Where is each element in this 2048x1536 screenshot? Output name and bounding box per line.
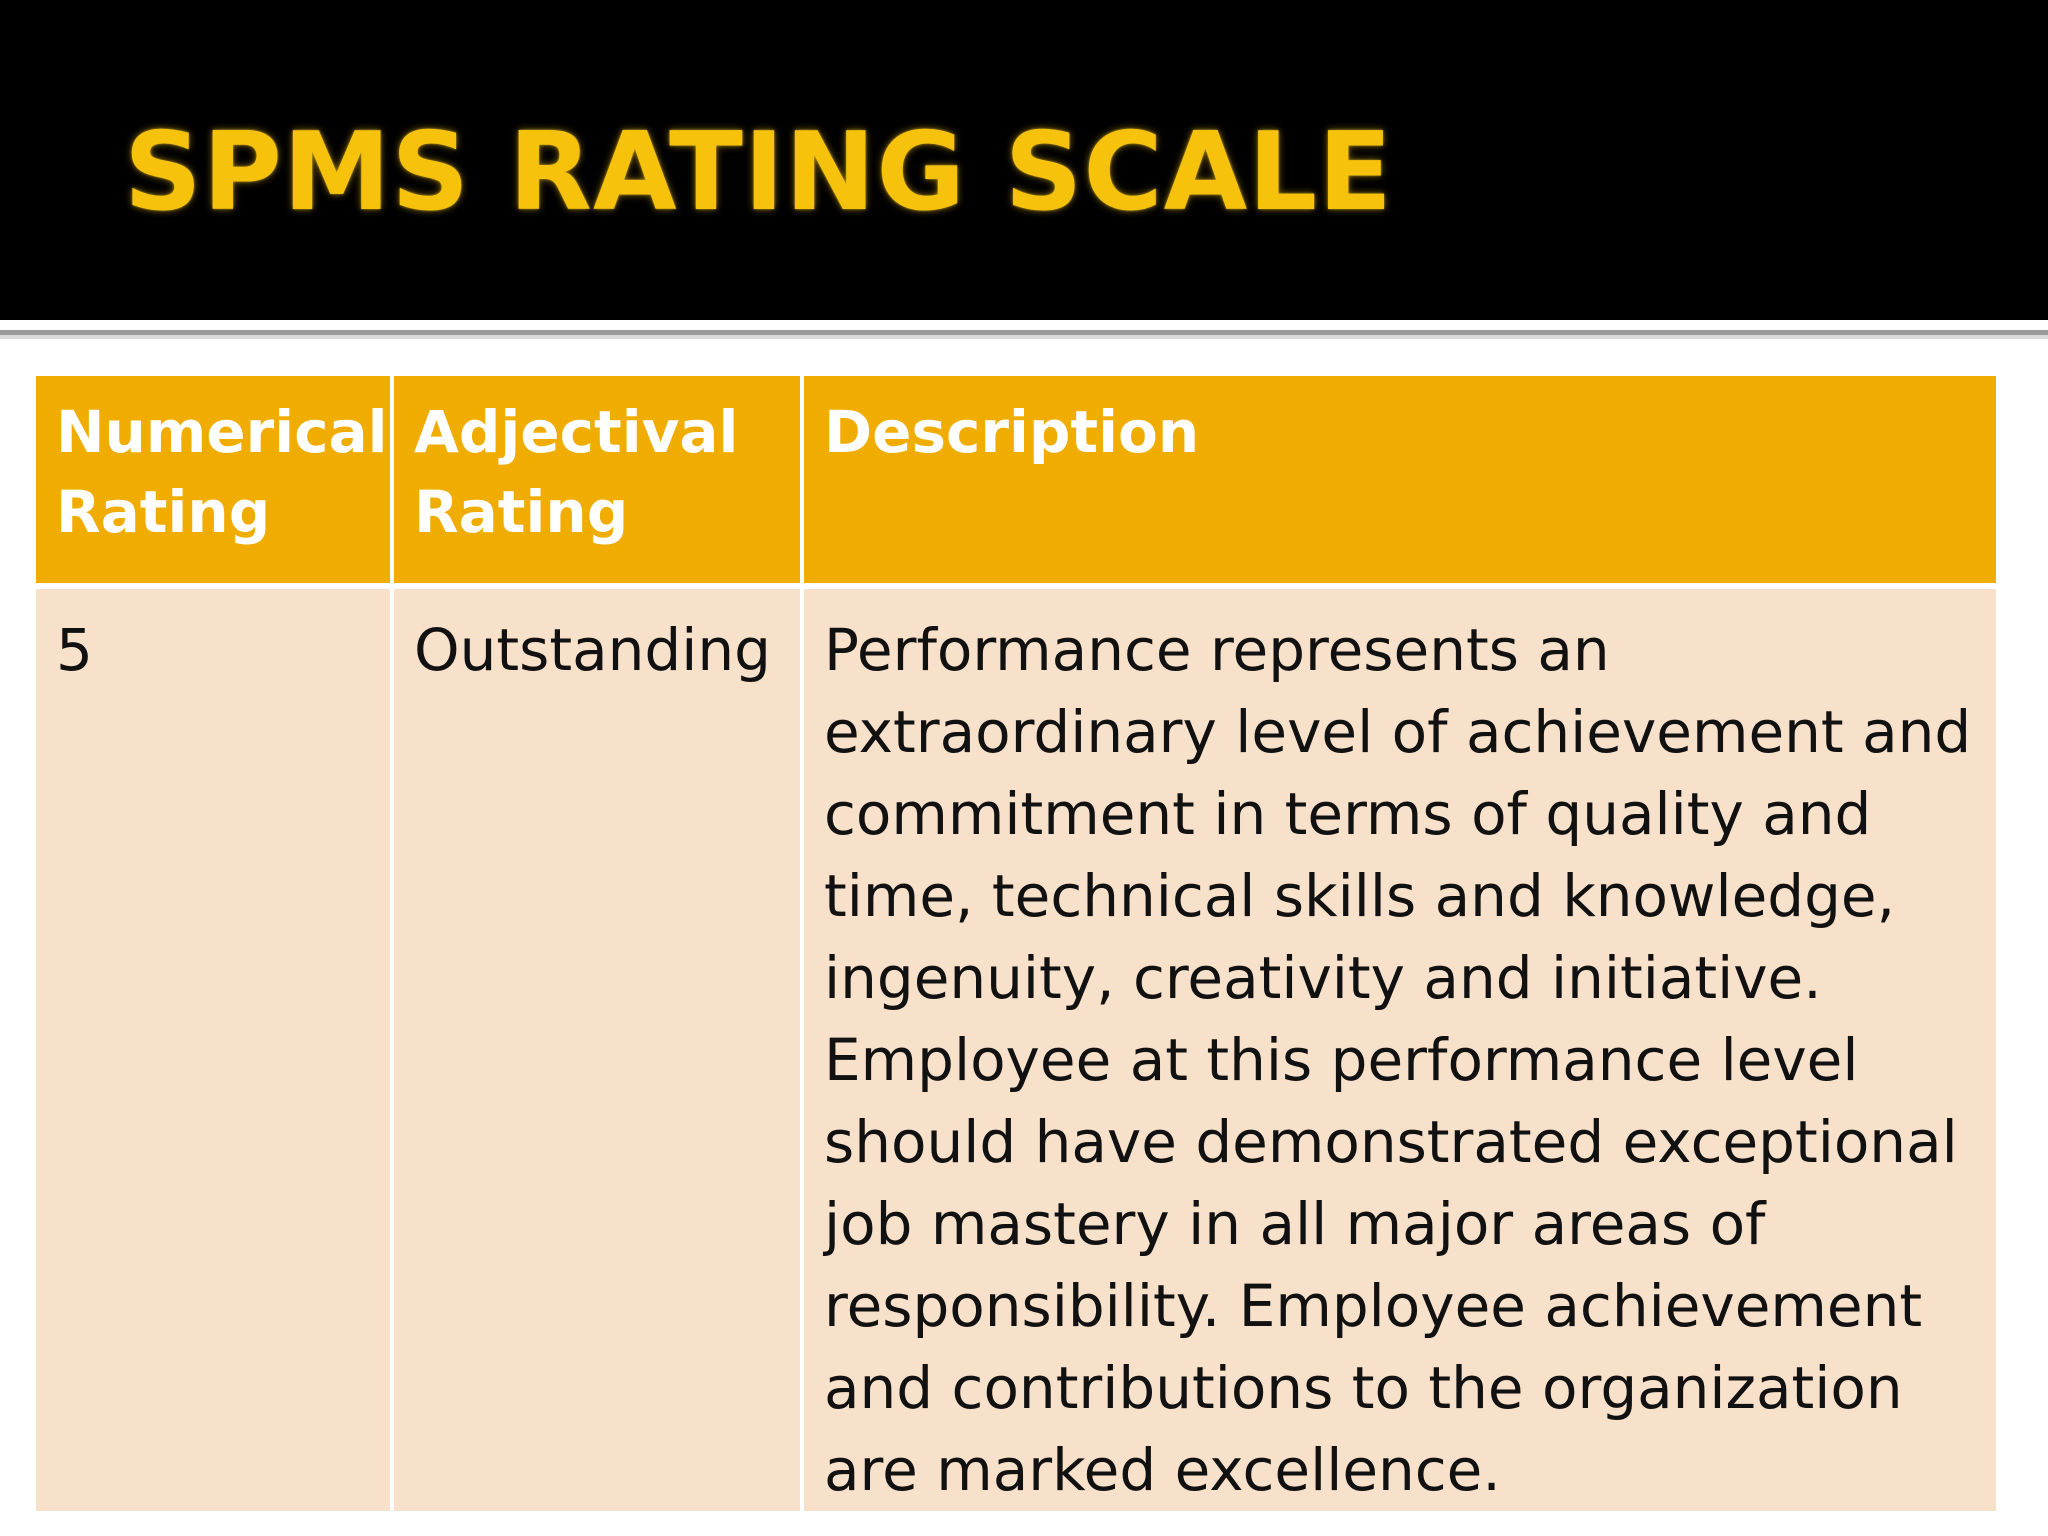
title-divider-shadow — [0, 335, 2048, 339]
rating-scale-table: Numerical Rating Adjectival Rating Descr… — [36, 376, 1996, 1511]
header-description: Description — [802, 376, 1996, 589]
cell-numerical-rating: 5 — [36, 586, 394, 1511]
table-row: 5 Outstanding Performance represents an … — [36, 586, 1996, 1511]
table-header-row: Numerical Rating Adjectival Rating Descr… — [36, 376, 1996, 589]
cell-adjectival-rating: Outstanding — [392, 586, 804, 1511]
cell-description: Performance represents an extraordinary … — [802, 586, 1996, 1511]
header-adjectival-rating: Adjectival Rating — [392, 376, 804, 589]
slide-title: SPMS RATING SCALE — [124, 110, 1393, 235]
header-numerical-rating: Numerical Rating — [36, 376, 394, 589]
title-divider — [0, 330, 2048, 335]
title-bar: SPMS RATING SCALE — [0, 0, 2048, 320]
